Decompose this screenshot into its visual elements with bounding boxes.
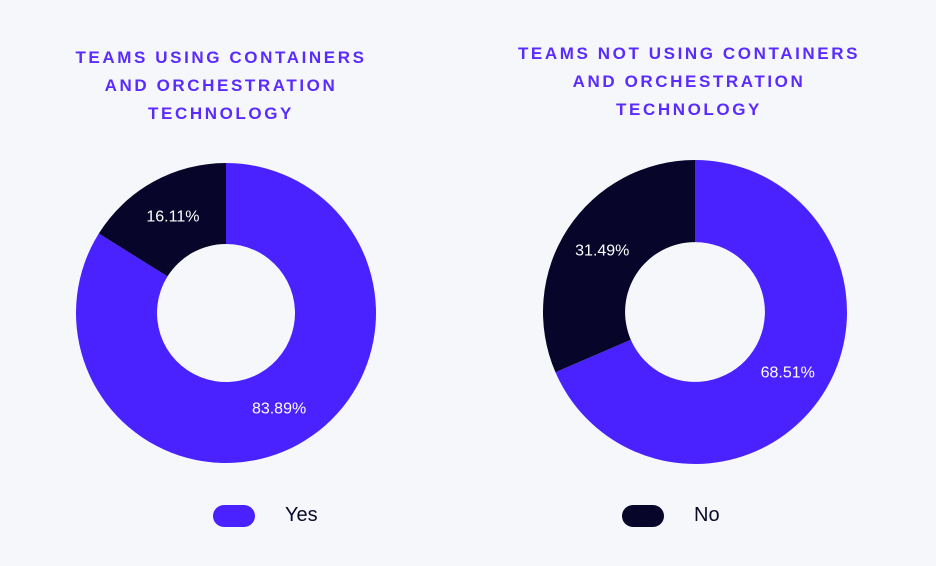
right-chart-title: TEAMS NOT USING CONTAINERS AND ORCHESTRA… — [517, 44, 861, 119]
donut-label-no: 16.11% — [146, 209, 199, 226]
donut-slice-yes — [76, 163, 376, 463]
legend-label-yes: Yes — [285, 504, 318, 526]
legend-swatch-yes — [213, 504, 255, 527]
donut-slice-yes — [555, 160, 847, 464]
donut-slice-no — [98, 163, 226, 277]
donut-label-yes: 68.51% — [761, 364, 815, 381]
legend-item-no: No — [622, 504, 720, 527]
donut-slice-no — [543, 160, 695, 373]
left-donut-chart: 83.89% 16.11% — [76, 163, 376, 463]
donut-label-no: 31.49% — [575, 243, 629, 260]
right-donut-chart: 68.51% 31.49% — [543, 160, 847, 464]
legend-label-no: No — [694, 504, 720, 526]
donut-label-yes: 83.89% — [252, 400, 306, 417]
left-chart-title: TEAMS USING CONTAINERS AND ORCHESTRATION… — [75, 48, 367, 123]
legend-swatch-no — [622, 504, 664, 527]
legend-item-yes: Yes — [213, 504, 318, 527]
